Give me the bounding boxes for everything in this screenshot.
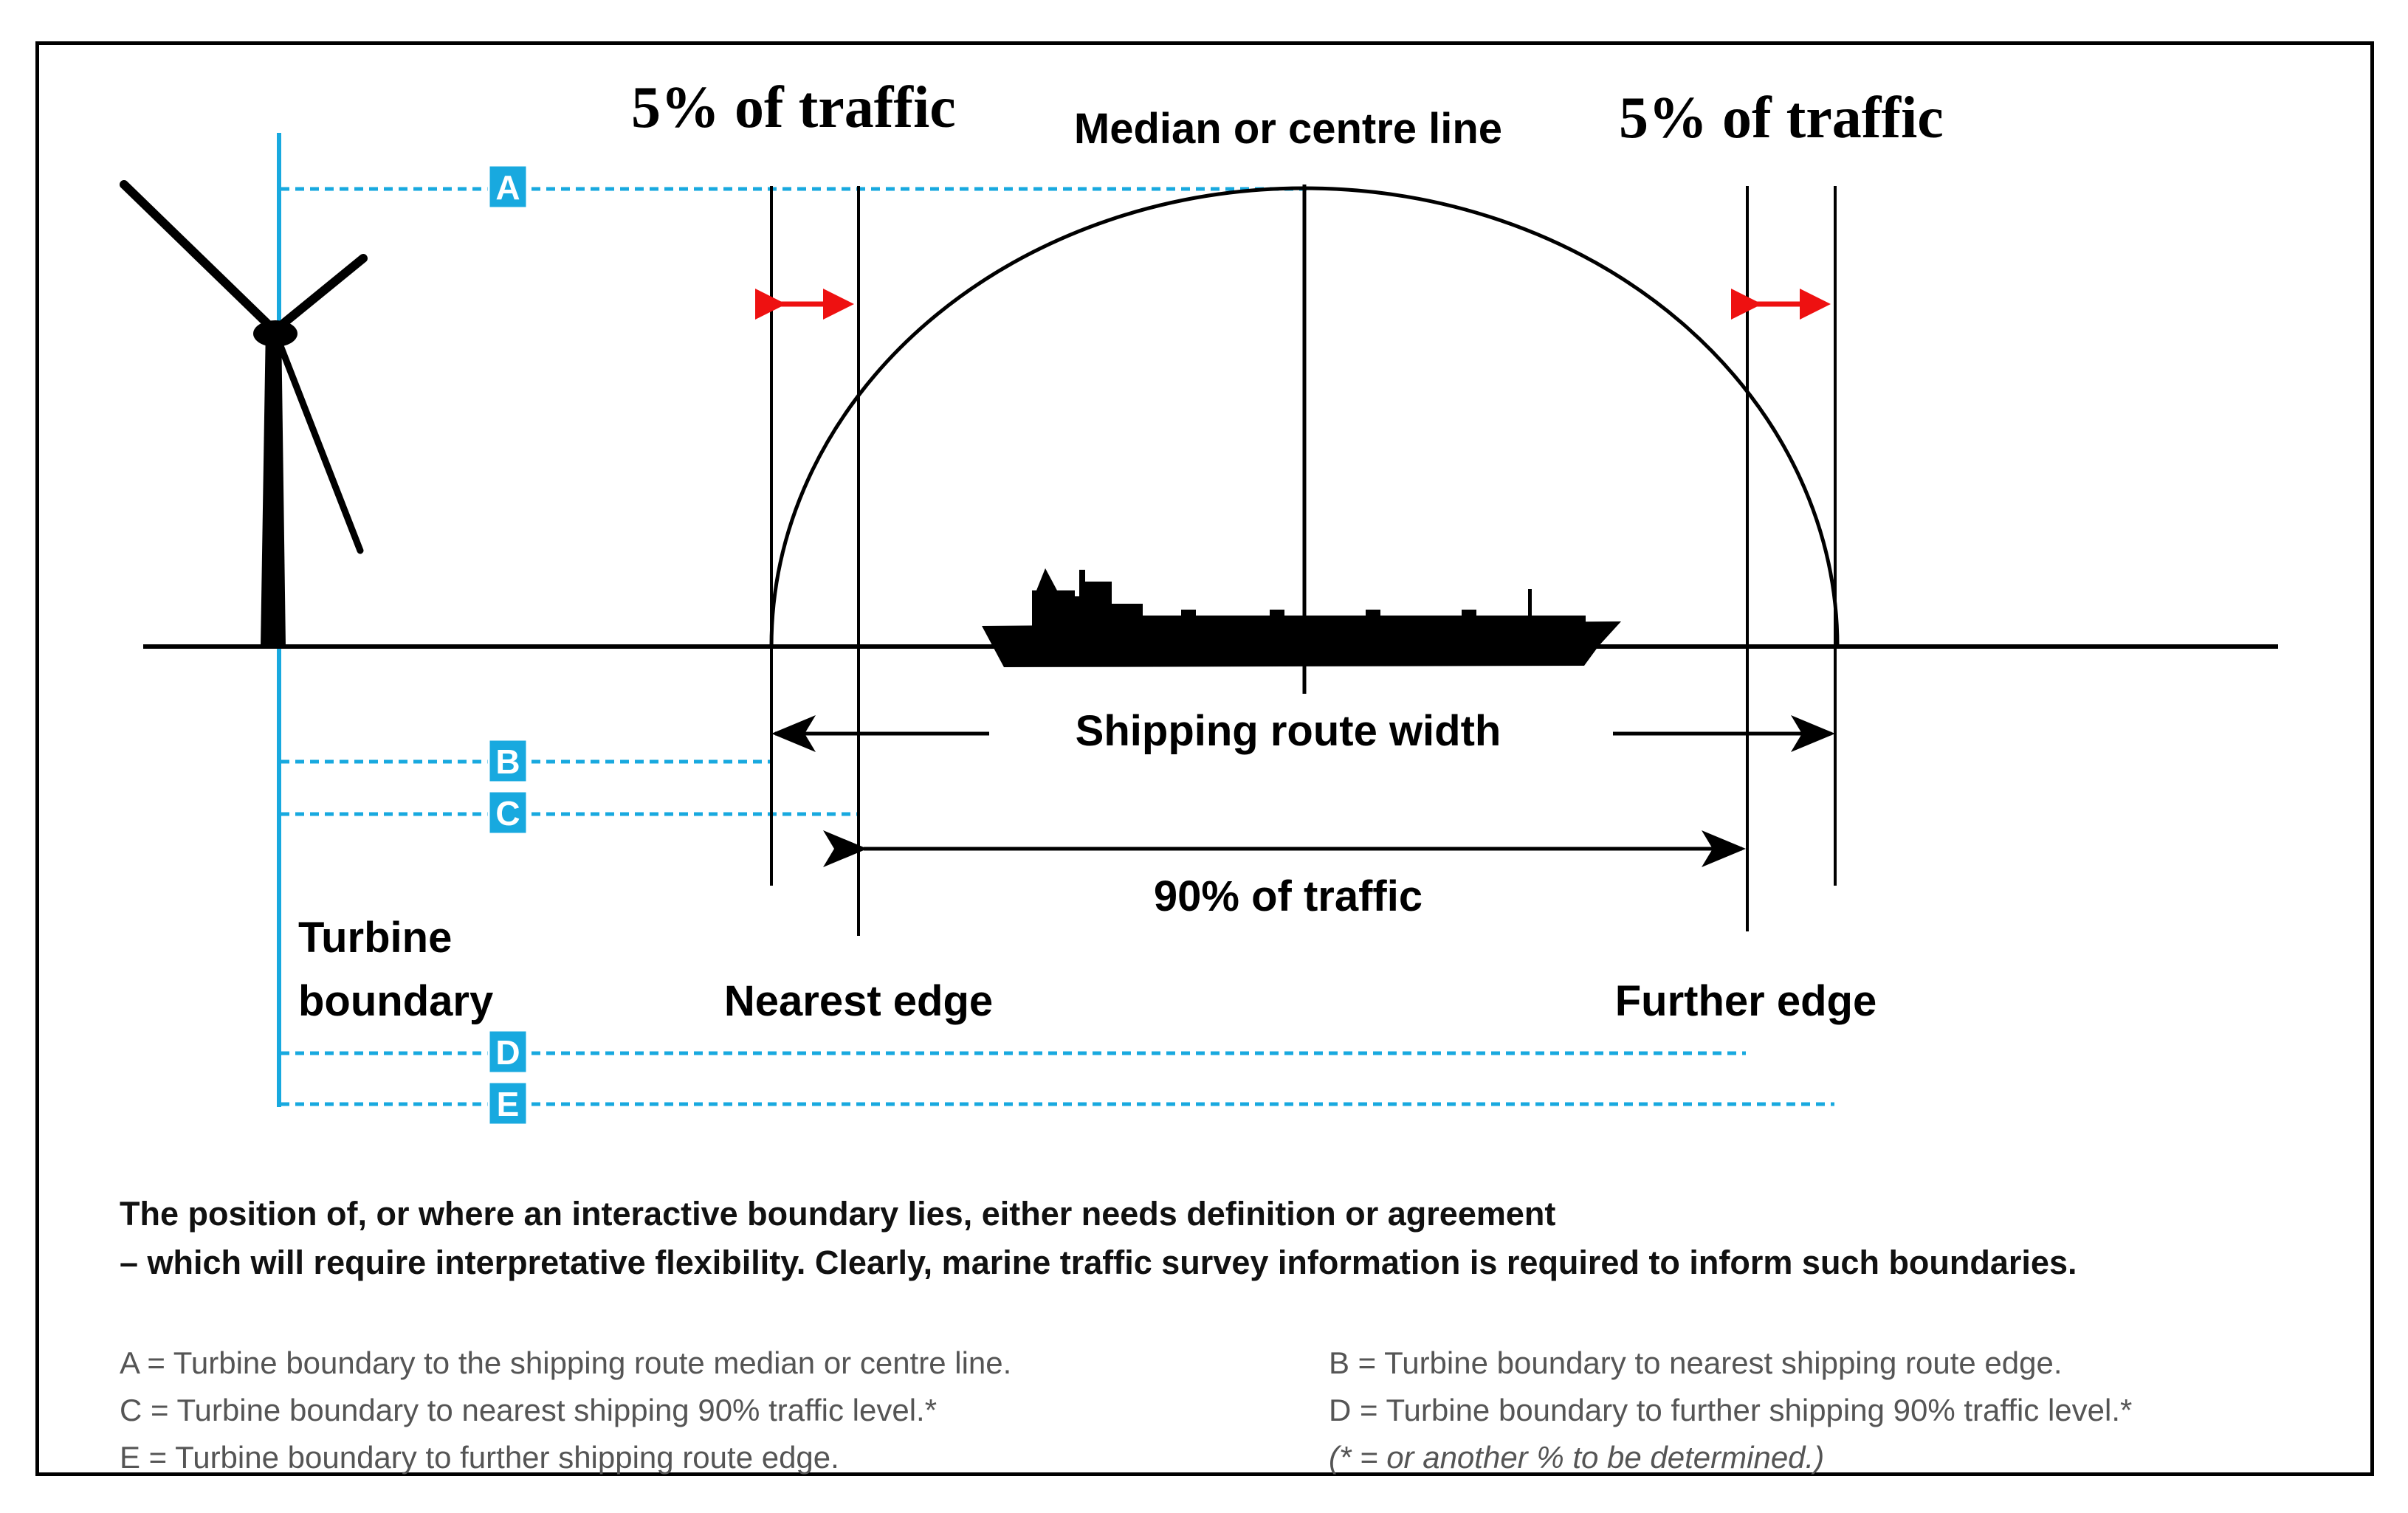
svg-text:E: E [497, 1085, 520, 1123]
legend-item-d: D = Turbine boundary to further shipping… [1329, 1393, 2133, 1427]
badge-b: B [487, 738, 529, 784]
caption-line: – which will require interpretative flex… [120, 1244, 2077, 1281]
route-width-label: Shipping route width [1076, 707, 1501, 755]
legend-footnote: (* = or another % to be determined.) [1329, 1440, 1825, 1475]
svg-text:D: D [495, 1033, 520, 1072]
svg-text:C: C [495, 794, 520, 833]
legend-item-b: B = Turbine boundary to nearest shipping… [1329, 1345, 2063, 1380]
turbine-boundary-label-line1: Turbine [298, 914, 452, 962]
badge-c: C [487, 790, 529, 835]
turbine-boundary-label-line2: boundary [298, 977, 493, 1025]
shipping-route-diagram: A B C D E [120, 75, 2278, 1126]
left-5pct-label: 5% of traffic [631, 75, 956, 140]
figure-frame [35, 41, 2374, 1476]
legend-left: A = Turbine boundary to the shipping rou… [120, 1340, 1011, 1481]
ship-icon [982, 568, 1621, 667]
badge-e: E [487, 1081, 529, 1126]
median-label: Median or centre line [1074, 105, 1502, 153]
badge-a: A [487, 164, 529, 210]
wind-turbine-icon [120, 180, 368, 647]
further-edge-label: Further edge [1615, 977, 1877, 1025]
legend-item-a: A = Turbine boundary to the shipping rou… [120, 1345, 1012, 1380]
caption-line: The position of, or where an interactive… [120, 1195, 1556, 1233]
nearest-edge-label: Nearest edge [724, 977, 993, 1025]
badge-d: D [487, 1029, 529, 1075]
diagram-caption: The position of, or where an interactive… [120, 1190, 2334, 1287]
legend-right: B = Turbine boundary to nearest shipping… [1329, 1340, 2132, 1481]
legend-item-c: C = Turbine boundary to nearest shipping… [120, 1393, 938, 1427]
svg-text:A: A [495, 168, 520, 207]
right-5pct-label: 5% of traffic [1619, 86, 1944, 151]
legend-item-e: E = Turbine boundary to further shipping… [120, 1440, 839, 1475]
svg-text:B: B [495, 742, 520, 781]
ninety-pct-label: 90% of traffic [1154, 872, 1423, 920]
